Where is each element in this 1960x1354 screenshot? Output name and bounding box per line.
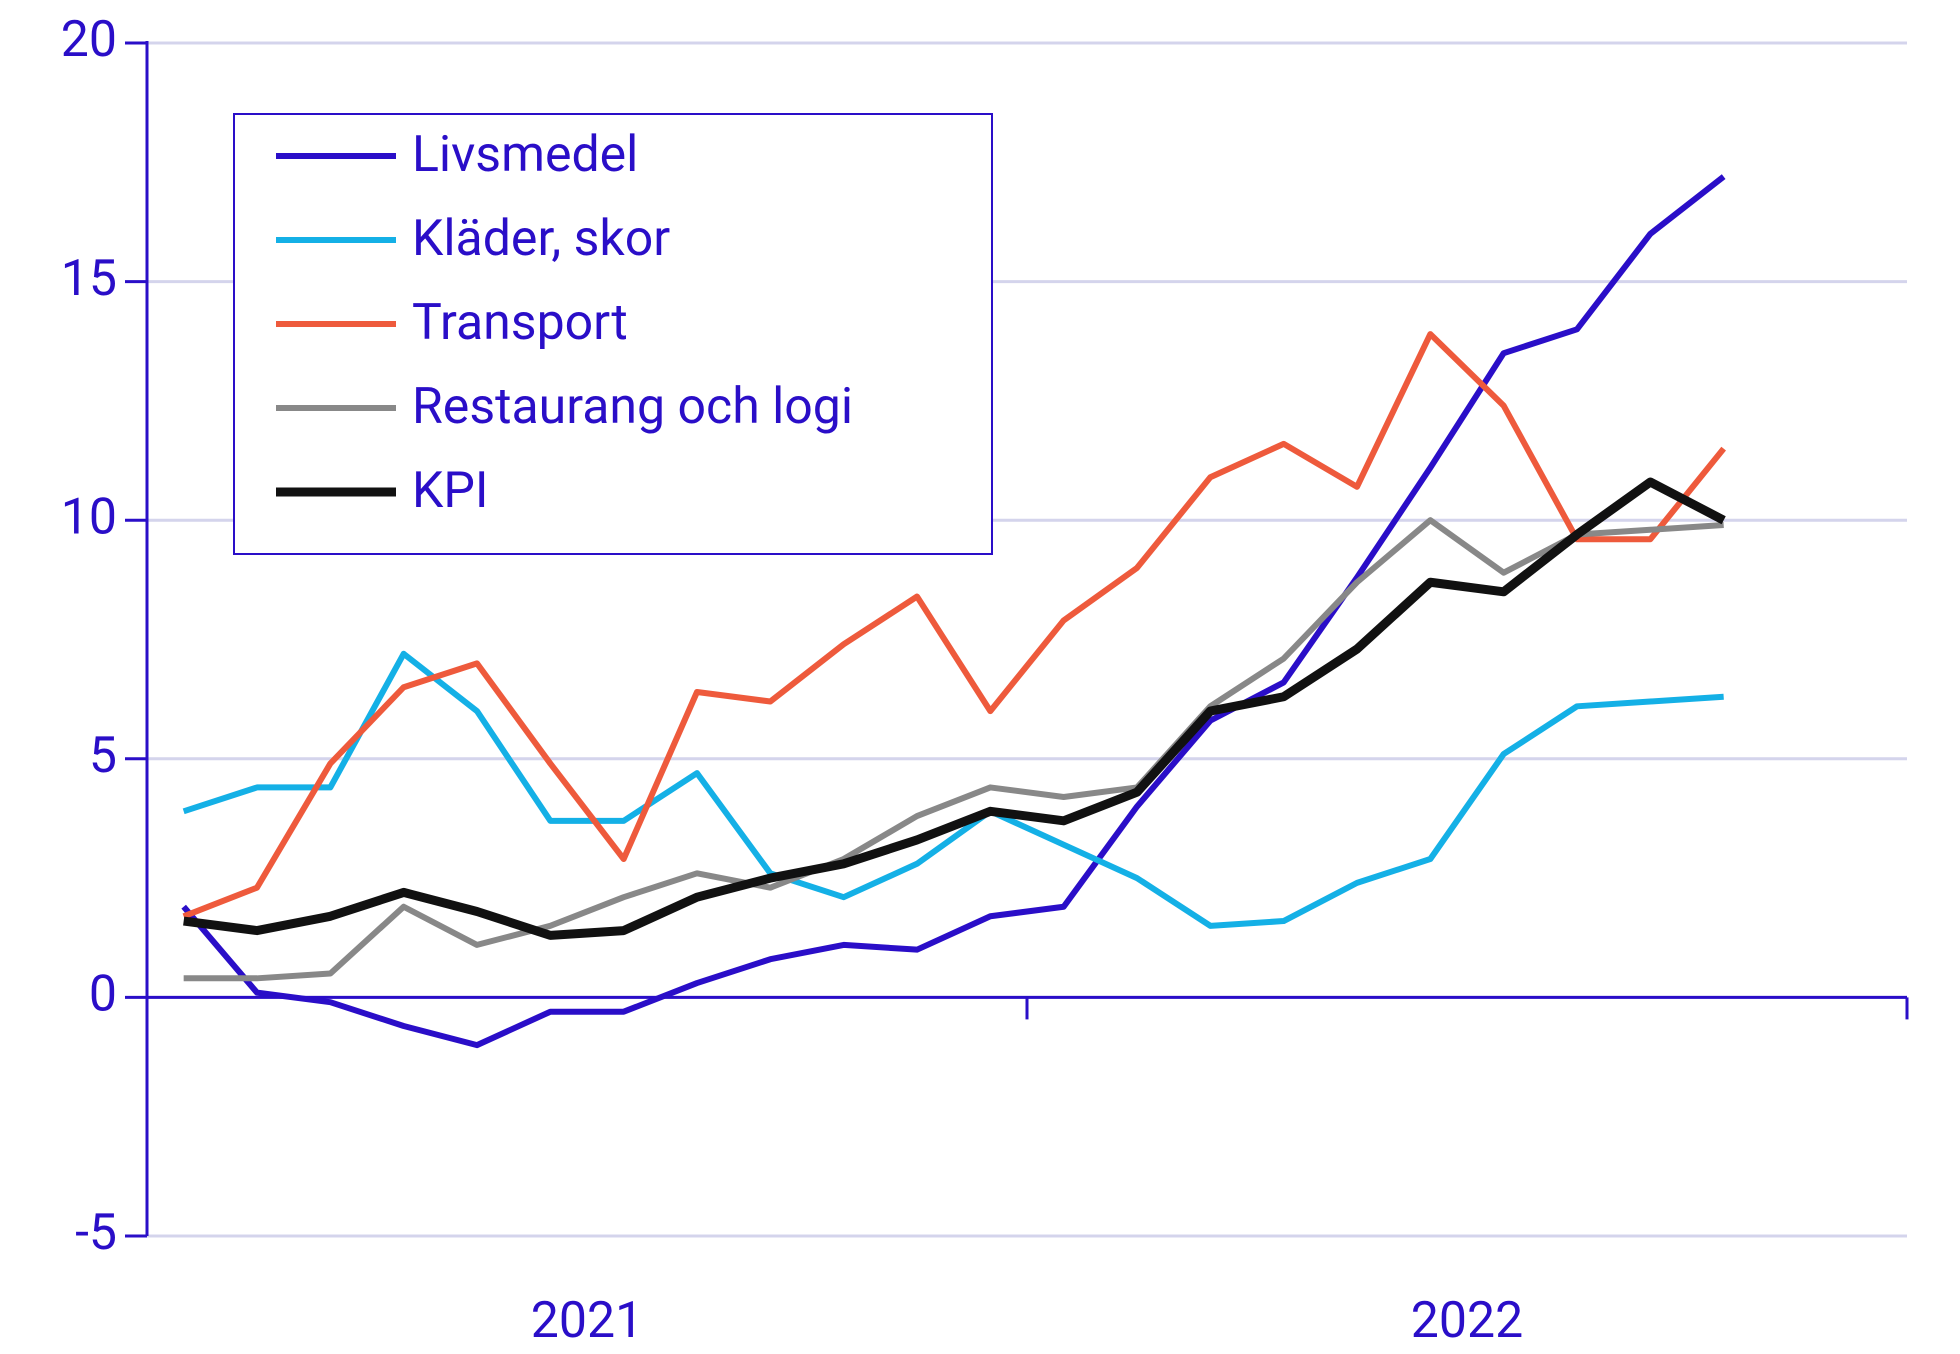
series-line bbox=[183, 517, 1724, 982]
series-line bbox=[182, 650, 1724, 929]
legend-label: KPI bbox=[412, 462, 489, 520]
x-group-label: 2022 bbox=[1411, 1292, 1523, 1350]
series-line bbox=[181, 174, 1726, 1049]
y-tick-label: 20 bbox=[61, 11, 117, 69]
legend-label: Transport bbox=[412, 294, 628, 352]
y-tick-label: 10 bbox=[61, 488, 117, 546]
y-tick-label: -5 bbox=[75, 1204, 117, 1262]
legend-box bbox=[233, 113, 993, 555]
series-line bbox=[182, 331, 1727, 920]
legend-label: Kläder, skor bbox=[412, 210, 670, 268]
legend-label: Restaurang och logi bbox=[412, 378, 853, 436]
legend-label: Livsmedel bbox=[412, 126, 638, 184]
series-line bbox=[183, 477, 1726, 940]
y-tick-label: 5 bbox=[89, 727, 117, 785]
y-tick-label: 0 bbox=[89, 966, 117, 1024]
y-tick-label: 15 bbox=[61, 250, 117, 308]
x-group-label: 2021 bbox=[531, 1292, 643, 1350]
